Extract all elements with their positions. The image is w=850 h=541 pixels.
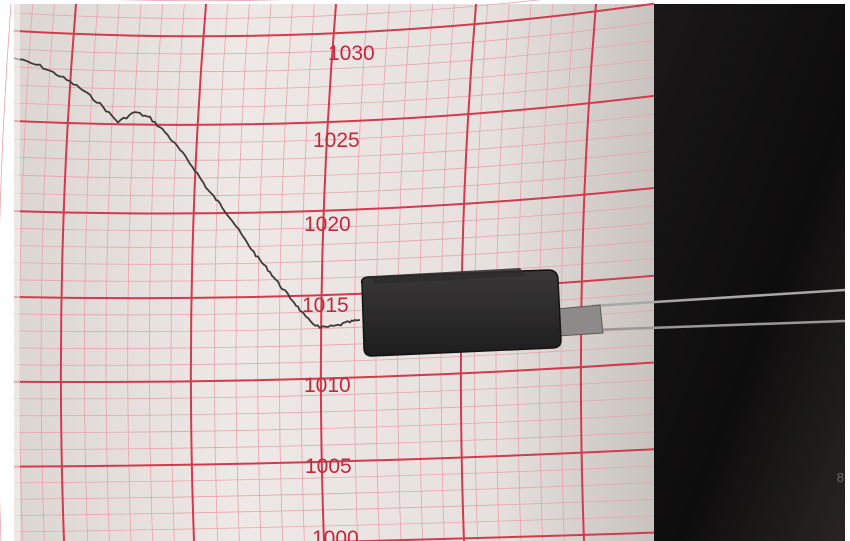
dark-background bbox=[640, 4, 845, 541]
grid-line-minor bbox=[397, 3, 412, 541]
grid-line-minor bbox=[0, 3, 12, 541]
pen-arm-clip bbox=[555, 304, 604, 337]
scale-label-1000: 1000 bbox=[312, 527, 359, 541]
grid-line-major bbox=[13, 448, 655, 468]
scale-label-1025: 1025 bbox=[313, 129, 360, 152]
grid-line-major bbox=[325, 531, 655, 541]
grid-line-minor bbox=[13, 205, 655, 231]
grid-line-minor bbox=[13, 132, 655, 161]
grid-line-minor bbox=[13, 465, 655, 484]
grid-line-minor bbox=[13, 379, 655, 400]
grid-line-minor bbox=[13, 344, 655, 366]
grid-line-minor bbox=[257, 3, 272, 541]
grid-line-major bbox=[59, 3, 77, 541]
corner-mark: 8 bbox=[836, 470, 844, 485]
grid-line-minor bbox=[418, 3, 434, 541]
grid-line-minor bbox=[13, 58, 655, 90]
grid-line-minor bbox=[13, 414, 655, 434]
grid-line-minor bbox=[13, 431, 655, 451]
grid-line-minor bbox=[13, 0, 542, 19]
grid-line-minor bbox=[13, 515, 655, 533]
grid-line-major bbox=[189, 3, 207, 541]
grid-line-minor bbox=[440, 3, 455, 541]
grid-line-major bbox=[13, 2, 655, 38]
grid-line-minor bbox=[213, 3, 229, 541]
scale-label-1030: 1030 bbox=[328, 42, 375, 65]
grid-line-minor bbox=[13, 240, 655, 265]
grid-line-minor bbox=[375, 3, 390, 541]
grid-line-major bbox=[13, 274, 655, 300]
pen-holder-block bbox=[360, 269, 562, 357]
grid-line-minor bbox=[13, 292, 655, 316]
grid-line-major bbox=[13, 186, 655, 215]
pen-holder-tape bbox=[372, 268, 526, 284]
scale-label-1005: 1005 bbox=[305, 455, 352, 478]
grid-line-minor bbox=[13, 150, 655, 179]
grid-line-minor bbox=[560, 3, 575, 541]
grid-line-major bbox=[319, 3, 337, 541]
grid-line-major bbox=[579, 3, 597, 541]
grid-line-minor bbox=[13, 257, 655, 282]
grid-line-major bbox=[13, 361, 655, 384]
pen-arm bbox=[360, 268, 846, 357]
grid-line-minor bbox=[13, 113, 655, 143]
pen-arm-wire-lower bbox=[591, 319, 846, 332]
grid-line-minor bbox=[278, 3, 294, 541]
grid-line-minor bbox=[117, 0, 286, 2]
grid-line-major bbox=[13, 94, 655, 126]
scale-label-1020: 1020 bbox=[304, 213, 351, 236]
grid-line-minor bbox=[13, 396, 655, 417]
scale-label-1010: 1010 bbox=[304, 374, 351, 397]
scale-label-1015: 1015 bbox=[302, 294, 349, 317]
pressure-trace bbox=[13, 57, 361, 329]
grid-line-minor bbox=[353, 3, 369, 541]
left-edge-highlight bbox=[14, 4, 20, 541]
pressure-scale-labels: 1030 1025 1020 1015 1010 1005 1000 bbox=[302, 42, 375, 541]
pen-arm-wire-upper bbox=[591, 288, 846, 308]
grid-line-minor bbox=[235, 3, 250, 541]
grid-line-minor bbox=[13, 169, 655, 197]
grid-line-minor bbox=[300, 3, 315, 541]
